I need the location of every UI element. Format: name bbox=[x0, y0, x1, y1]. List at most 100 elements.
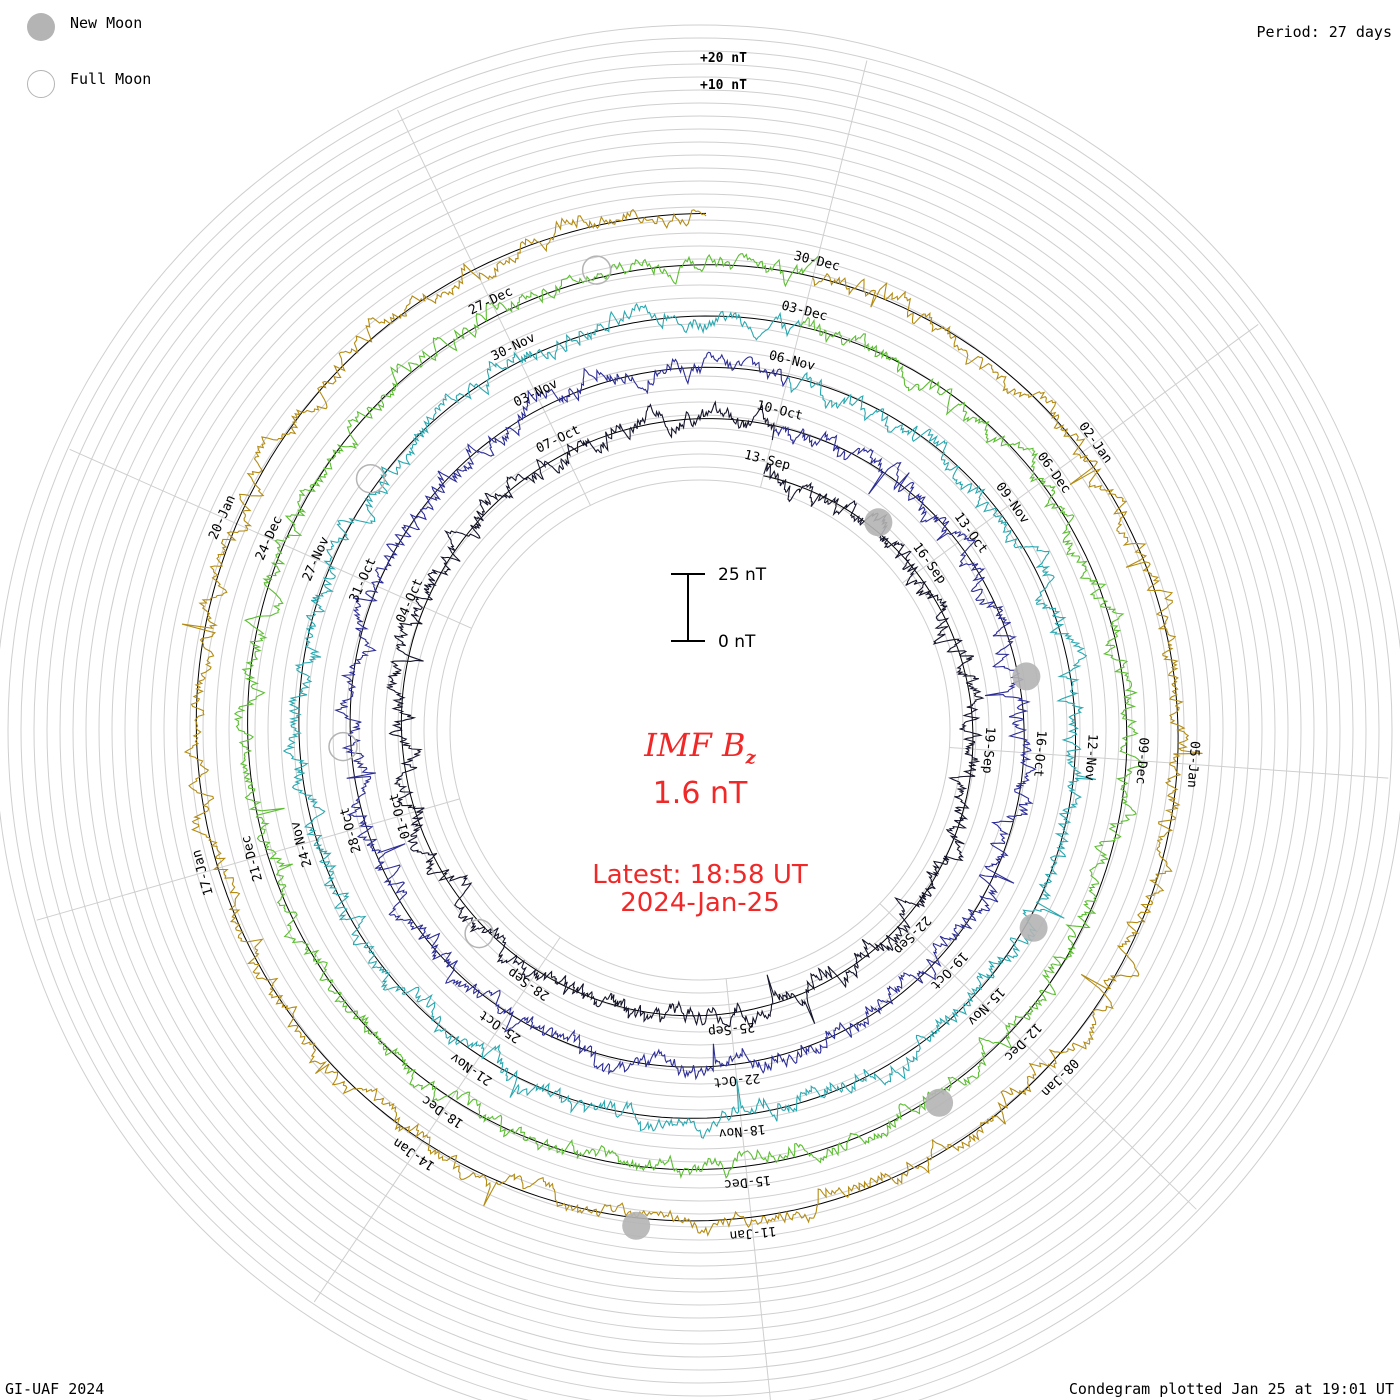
series-cycle-3 bbox=[282, 302, 1097, 1139]
date-label: 12-Nov bbox=[1081, 733, 1099, 781]
date-label: 20-Jan bbox=[206, 493, 239, 542]
grid-ring bbox=[7, 37, 1393, 1400]
date-label: 11-Jan bbox=[729, 1223, 777, 1243]
date-label: 27-Nov bbox=[300, 535, 333, 584]
ring-grid bbox=[0, 24, 1400, 1400]
grid-ring bbox=[280, 310, 1120, 1150]
grid-ring bbox=[0, 24, 1400, 1400]
date-label: 16-Oct bbox=[1030, 730, 1048, 778]
grid-ring bbox=[423, 453, 977, 1007]
date-label: 24-Dec bbox=[253, 514, 286, 563]
new-moon-legend-icon bbox=[27, 13, 55, 41]
grid-ring bbox=[384, 414, 1016, 1046]
date-label: 16-Sep bbox=[909, 540, 949, 587]
grid-spoke bbox=[725, 978, 771, 1400]
full-moon-marker bbox=[464, 918, 494, 949]
grid-spoke bbox=[879, 903, 1197, 1210]
grid-ring bbox=[85, 115, 1315, 1345]
ring-scale-label-10: +10 nT bbox=[700, 78, 747, 93]
new-moon-marker bbox=[622, 1211, 651, 1240]
grid-spoke bbox=[69, 448, 472, 629]
grid-ring bbox=[72, 102, 1328, 1358]
latest-time: Latest: 18:58 UT bbox=[592, 860, 808, 890]
new-moon-marker bbox=[1012, 662, 1041, 691]
grid-ring bbox=[137, 167, 1263, 1293]
full-moon-marker bbox=[328, 731, 358, 762]
date-label: 10-Oct bbox=[755, 398, 804, 424]
date-label: 19-Sep bbox=[979, 726, 997, 774]
grid-ring bbox=[241, 271, 1159, 1189]
grid-ring bbox=[202, 232, 1198, 1228]
ring-scale-label-20: +20 nT bbox=[700, 51, 747, 66]
grid-ring bbox=[176, 206, 1224, 1254]
date-label: 18-Nov bbox=[718, 1121, 766, 1141]
date-label: 30-Dec bbox=[792, 249, 841, 275]
baseline-spiral bbox=[195, 212, 1179, 1222]
grid-ring bbox=[371, 401, 1029, 1059]
new-moon-marker bbox=[925, 1088, 954, 1117]
grid-spoke bbox=[36, 798, 460, 921]
full-moon-legend-label: Full Moon bbox=[70, 70, 152, 88]
grid-ring bbox=[332, 362, 1068, 1098]
grid-spoke bbox=[397, 109, 591, 506]
plotted-timestamp: Condegram plotted Jan 25 at 19:01 UT bbox=[1068, 1380, 1394, 1398]
imf-title-main: IMF B bbox=[644, 726, 746, 764]
date-label: 09-Nov bbox=[992, 480, 1032, 527]
grid-ring bbox=[345, 375, 1055, 1085]
grid-ring bbox=[98, 128, 1302, 1332]
imf-title-sub: z bbox=[745, 747, 756, 769]
new-moon-marker bbox=[864, 508, 893, 537]
moon-markers bbox=[328, 255, 1048, 1240]
grid-ring bbox=[410, 440, 990, 1020]
grid-ring bbox=[228, 258, 1172, 1202]
latest-date: 2024-Jan-25 bbox=[620, 888, 780, 918]
full-moon-marker bbox=[581, 255, 612, 285]
grid-ring bbox=[46, 76, 1354, 1384]
series-cycle-4 bbox=[233, 253, 1144, 1180]
grid-ring bbox=[33, 63, 1367, 1397]
scale-bar: 25 nT 0 nT bbox=[671, 565, 767, 652]
date-label: 22-Oct bbox=[713, 1070, 761, 1090]
grid-ring bbox=[111, 141, 1289, 1319]
credit-label: GI-UAF 2024 bbox=[5, 1380, 105, 1398]
grid-ring bbox=[215, 245, 1185, 1215]
grid-spoke bbox=[901, 324, 1259, 584]
date-label: 08-Jan bbox=[1038, 1055, 1081, 1099]
scale-bar-bottom-label: 0 nT bbox=[718, 632, 756, 652]
new-moon-legend-label: New Moon bbox=[70, 14, 143, 32]
grid-ring bbox=[59, 89, 1341, 1371]
date-label: 27-Dec bbox=[466, 284, 515, 318]
grid-ring bbox=[254, 284, 1146, 1176]
date-label: 09-Dec bbox=[1133, 737, 1151, 785]
date-label: 05-Jan bbox=[1184, 740, 1202, 788]
grid-ring bbox=[306, 336, 1094, 1124]
series-cycle-1 bbox=[385, 400, 985, 1028]
grid-ring bbox=[397, 427, 1003, 1033]
grid-ring bbox=[189, 219, 1211, 1241]
date-label: 25-Sep bbox=[707, 1019, 755, 1039]
ring-scale-labels: +20 nT +10 nT bbox=[700, 51, 747, 93]
grid-spoke bbox=[759, 60, 868, 488]
new-moon-marker bbox=[1019, 913, 1048, 942]
scale-bar-top-label: 25 nT bbox=[718, 565, 767, 585]
date-label: 31-Oct bbox=[347, 556, 380, 605]
grid-ring bbox=[124, 154, 1276, 1306]
current-value: 1.6 nT bbox=[652, 776, 748, 811]
period-label: Period: 27 days bbox=[1256, 23, 1392, 41]
date-label: 28-Sep bbox=[505, 964, 552, 1003]
grid-ring bbox=[267, 297, 1133, 1163]
imf-title: IMF Bz bbox=[0, 726, 1400, 768]
grid-ring bbox=[150, 180, 1250, 1280]
series-cycle-2 bbox=[334, 351, 1037, 1081]
grid-ring bbox=[449, 479, 951, 981]
grid-spoke bbox=[313, 936, 561, 1303]
date-label: 15-Dec bbox=[723, 1172, 771, 1192]
radial-spokes bbox=[36, 60, 1389, 1400]
grid-ring bbox=[20, 50, 1380, 1400]
grid-ring bbox=[163, 193, 1237, 1267]
full-moon-legend-icon bbox=[27, 70, 55, 98]
full-moon-marker bbox=[355, 463, 386, 494]
date-label: 21-Nov bbox=[448, 1049, 495, 1088]
grid-ring bbox=[319, 349, 1081, 1111]
